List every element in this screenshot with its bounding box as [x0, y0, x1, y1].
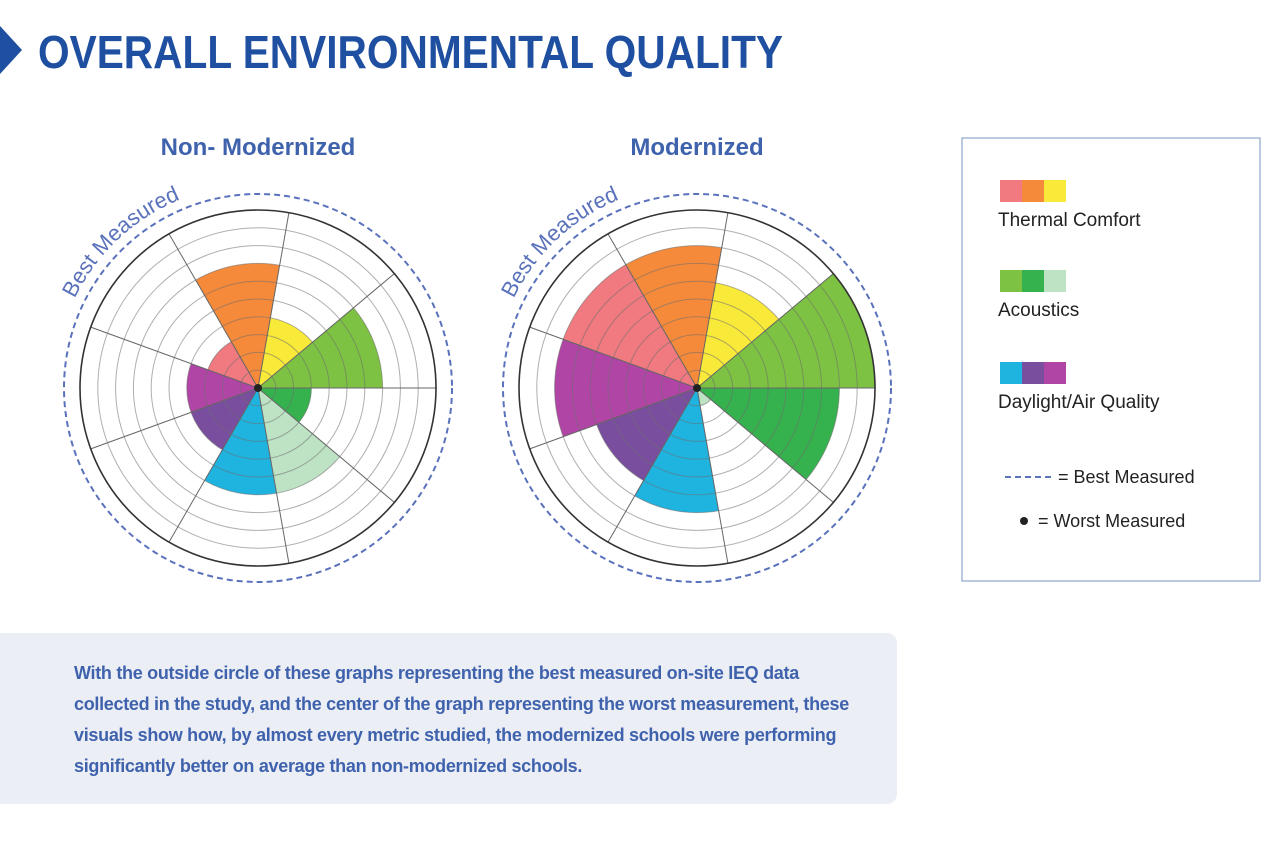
spoke — [696, 387, 729, 564]
spoke — [696, 212, 729, 389]
spoke — [168, 233, 259, 389]
worst-measured-dot — [693, 384, 701, 392]
wedge — [697, 388, 711, 406]
legend-swatch — [1000, 270, 1022, 292]
wedge — [207, 341, 258, 388]
wedge — [697, 273, 875, 388]
spoke — [696, 387, 834, 503]
legend-swatch — [1022, 270, 1044, 292]
spoke — [90, 326, 259, 389]
wedge — [596, 388, 697, 481]
legend-swatch — [1000, 362, 1022, 384]
best-measured-ring — [63, 193, 453, 583]
spoke — [607, 233, 698, 389]
legend-swatch — [1022, 180, 1044, 202]
legend-worst-label: = Worst Measured — [1038, 511, 1185, 531]
legend-label: Daylight/Air Quality — [998, 392, 1160, 413]
legend-label: Thermal Comfort — [998, 210, 1141, 231]
legend-best-label: = Best Measured — [1058, 467, 1195, 487]
wedge — [195, 263, 280, 388]
title-chevron — [0, 26, 22, 74]
legend-swatch — [1022, 362, 1044, 384]
caption-box — [0, 633, 897, 804]
wedge — [634, 388, 719, 513]
outer-circle — [518, 209, 876, 567]
wedge — [258, 317, 313, 388]
spoke — [257, 273, 395, 389]
spoke — [257, 387, 290, 564]
legend-swatch — [1044, 180, 1066, 202]
spoke — [168, 387, 259, 543]
caption: With the outside circle of these graphs … — [74, 658, 864, 782]
legend-swatch — [1044, 270, 1066, 292]
wedge — [258, 388, 340, 494]
wedge — [697, 388, 840, 480]
wedge — [697, 282, 779, 388]
wedge — [258, 388, 312, 423]
spoke — [529, 387, 698, 450]
caption-text: With the outside circle of these graphs … — [74, 663, 849, 745]
legend-worst-dot — [1020, 517, 1028, 525]
legend-swatch — [1000, 180, 1022, 202]
spoke — [529, 326, 698, 389]
wedge — [563, 264, 697, 388]
legend-box — [961, 137, 1261, 582]
worst-measured-dot — [254, 384, 262, 392]
spoke — [696, 273, 834, 389]
spoke — [90, 387, 259, 450]
legend-swatch — [1044, 362, 1066, 384]
legend-label: Acoustics — [998, 300, 1079, 321]
wedge — [191, 388, 258, 450]
spoke — [257, 212, 290, 389]
spoke — [257, 387, 395, 503]
page-title: OVERALL ENVIRONMENTAL QUALITY — [38, 26, 783, 78]
best-measured-ring — [502, 193, 892, 583]
chart-title: Non- Modernized — [161, 134, 356, 161]
wedge — [258, 307, 383, 388]
outer-circle — [79, 209, 437, 567]
spoke — [607, 387, 698, 543]
wedge — [204, 388, 277, 495]
chart-title: Modernized — [630, 134, 763, 161]
caption-bold: modernized schools were performing signi… — [74, 725, 837, 776]
